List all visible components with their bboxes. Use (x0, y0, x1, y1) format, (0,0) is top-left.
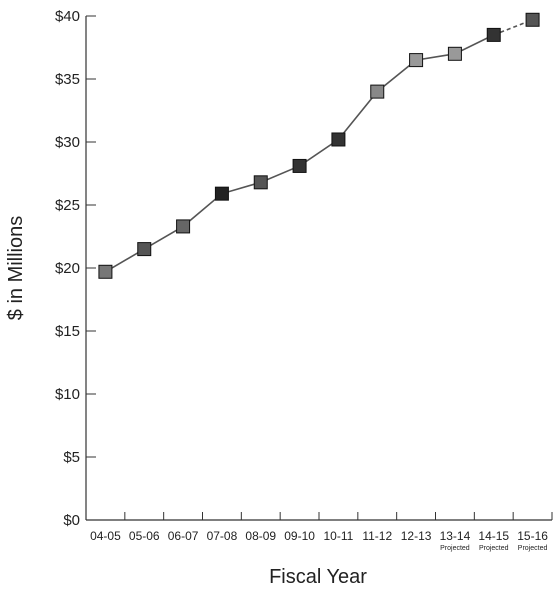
x-tick-label: 12-13 (401, 529, 432, 543)
x-tick-label: 10-11 (324, 529, 354, 543)
series-line (105, 34, 495, 273)
x-tick-label: 13-14 (440, 529, 471, 543)
x-tick-label: 09-10 (284, 529, 315, 543)
x-tick-label: 08-09 (245, 529, 276, 543)
x-tick-label: 04-05 (90, 529, 121, 543)
data-point (137, 242, 152, 257)
x-axis-title: Fiscal Year (269, 566, 367, 588)
data-series (105, 19, 533, 273)
data-point (447, 46, 462, 61)
data-point (370, 84, 385, 99)
x-axis-ticks: 04-05 05-06 06-07 07-08 08-09 09-10 10-11 11-12… (90, 512, 553, 543)
y-tick-label: $15 (55, 323, 80, 340)
x-tick-label: 07-08 (207, 529, 238, 543)
y-tick-label: $35 (55, 71, 80, 88)
x-tick-label: 05-06 (129, 529, 160, 543)
data-point (525, 12, 540, 27)
projected-labels: Projected Projected Projected (440, 545, 547, 552)
chart-axes (85, 16, 552, 521)
y-axis-title: $ in Millions (5, 216, 27, 320)
y-tick-label: $10 (55, 386, 80, 403)
projected-label: Projected (479, 545, 509, 552)
y-tick-label: $0 (63, 512, 80, 529)
x-tick-label: 11-12 (362, 529, 392, 543)
data-point (331, 132, 346, 147)
data-point (253, 175, 268, 190)
data-markers (98, 12, 540, 279)
data-point (409, 53, 424, 68)
y-tick-label: $25 (55, 197, 80, 214)
projected-label: Projected (440, 545, 470, 552)
projected-label: Projected (518, 545, 548, 552)
x-tick-label: 14-15 (478, 529, 509, 543)
data-point (98, 264, 113, 279)
y-axis-ticks: $0 $5 $10 $15 $20 $25 $30 $35 $40 (55, 8, 96, 529)
y-tick-label: $20 (55, 260, 80, 277)
y-tick-label: $40 (55, 8, 80, 25)
x-tick-label: 06-07 (168, 529, 199, 543)
data-point (176, 219, 191, 234)
data-point (214, 186, 229, 201)
y-tick-label: $5 (63, 449, 80, 466)
x-tick-label: 15-16 (517, 529, 548, 543)
data-point (486, 27, 501, 42)
data-point (292, 158, 307, 173)
y-tick-label: $30 (55, 134, 80, 151)
